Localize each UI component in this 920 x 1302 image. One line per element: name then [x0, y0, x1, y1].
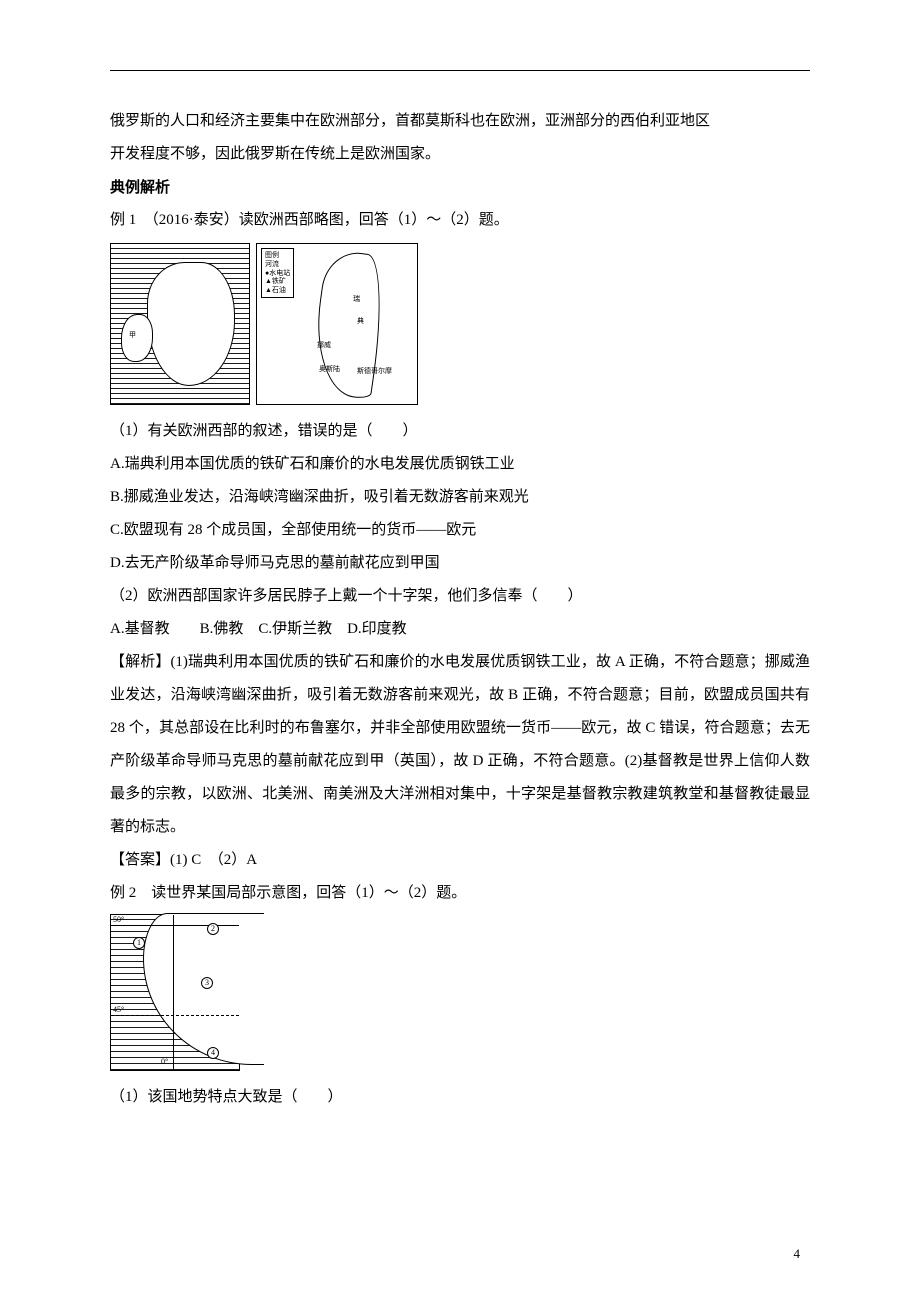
- marker-4: 4: [207, 1047, 219, 1059]
- legend-title: 图例: [265, 251, 290, 260]
- figure-legend: 图例 河流 ●水电站 ▲铁矿 ▲石油: [261, 248, 294, 298]
- legend-item: ▲石油: [265, 286, 290, 295]
- figure-1b-scandinavia: 图例 河流 ●水电站 ▲铁矿 ▲石油 瑞 典 挪威 奥斯陆 斯德哥尔摩: [256, 243, 418, 405]
- label-lat45: 45°: [113, 1005, 124, 1014]
- q1-option-d: D.去无产阶级革命导师马克思的墓前献花应到甲国: [110, 547, 810, 580]
- label-rui: 瑞: [353, 294, 360, 304]
- q2-options: A.基督教 B.佛教 C.伊斯兰教 D.印度教: [110, 613, 810, 646]
- legend-item: 河流: [265, 260, 290, 269]
- example-2-title: 例 2 读世界某国局部示意图，回答（1）～（2）题。: [110, 877, 810, 910]
- label-nuowei: 挪威: [317, 340, 331, 350]
- marker-1: 1: [133, 937, 145, 949]
- label-stockholm: 斯德哥尔摩: [357, 366, 392, 376]
- analysis-text: (1)瑞典利用本国优质的铁矿石和廉价的水电发展优质钢铁工业，故 A 正确，不符合…: [110, 654, 810, 835]
- q2-stem: （2）欧洲西部国家许多居民脖子上戴一个十字架，他们多信奉（ ）: [110, 580, 810, 613]
- top-rule: [110, 70, 810, 71]
- intro-line-1: 俄罗斯的人口和经济主要集中在欧洲部分，首都莫斯科也在欧洲，亚洲部分的西伯利亚地区: [110, 105, 810, 138]
- q1-option-b: B.挪威渔业发达，沿海峡湾幽深曲折，吸引着无数游客前来观光: [110, 481, 810, 514]
- answer: 【答案】(1) C （2）A: [110, 844, 810, 877]
- example-1-title: 例 1 （2016·泰安）读欧洲西部略图，回答（1）～（2）题。: [110, 204, 810, 237]
- label-lon0: 0°: [161, 1057, 168, 1066]
- lat-50: [111, 925, 239, 926]
- marker-3: 3: [201, 977, 213, 989]
- section-heading: 典例解析: [110, 171, 810, 204]
- analysis: 【解析】(1)瑞典利用本国优质的铁矿石和廉价的水电发展优质钢铁工业，故 A 正确…: [110, 646, 810, 844]
- intro-line-2: 开发程度不够，因此俄罗斯在传统上是欧洲国家。: [110, 138, 810, 171]
- legend-item: ●水电站: [265, 269, 290, 278]
- legend-item: ▲铁矿: [265, 277, 290, 286]
- label-jia: 甲: [129, 330, 136, 340]
- ex2-q1-stem: （1）该国地势特点大致是（ ）: [110, 1081, 810, 1114]
- q1-option-c: C.欧盟现有 28 个成员国，全部使用统一的货币——欧元: [110, 514, 810, 547]
- label-dian: 典: [357, 316, 364, 326]
- figure-2-map: 50° 45° 0° 1 2 3 4: [110, 914, 240, 1071]
- scandinavia-peninsula: [307, 248, 390, 400]
- q1-option-a: A.瑞典利用本国优质的铁矿石和廉价的水电发展优质钢铁工业: [110, 448, 810, 481]
- figure-1a-map: 甲: [110, 243, 250, 405]
- page-number: 4: [794, 1246, 801, 1262]
- label-aosilu: 奥斯陆: [319, 364, 340, 374]
- example-1-figures: 甲 图例 河流 ●水电站 ▲铁矿 ▲石油 瑞 典 挪威 奥斯陆 斯德哥尔摩: [110, 243, 810, 405]
- lon-0: [173, 915, 174, 1070]
- label-lat50: 50°: [113, 915, 124, 924]
- page: 俄罗斯的人口和经济主要集中在欧洲部分，首都莫斯科也在欧洲，亚洲部分的西伯利亚地区…: [0, 0, 920, 1302]
- landmass-uk: [121, 314, 153, 362]
- q1-stem: （1）有关欧洲西部的叙述，错误的是（ ）: [110, 415, 810, 448]
- lat-45: [111, 1015, 239, 1016]
- analysis-label: 【解析】: [110, 654, 170, 670]
- marker-2: 2: [207, 923, 219, 935]
